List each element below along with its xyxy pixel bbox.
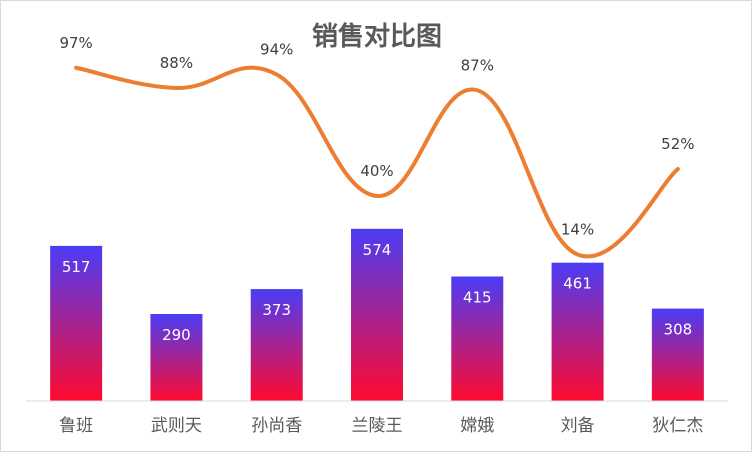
bar-2 bbox=[150, 314, 203, 401]
line-value-label-5: 87% bbox=[461, 56, 494, 74]
category-label-5: 嫦娥 bbox=[460, 416, 494, 436]
line-value-label-2: 88% bbox=[160, 54, 193, 72]
bar-value-label-4: 574 bbox=[363, 241, 392, 259]
chart-title: 销售对比图 bbox=[312, 21, 442, 52]
bar-6 bbox=[551, 262, 604, 401]
line-value-label-7: 52% bbox=[661, 135, 694, 153]
bar-value-label-5: 415 bbox=[463, 289, 492, 307]
bar-1 bbox=[50, 245, 103, 401]
percentage-line bbox=[74, 65, 680, 259]
category-label-7: 狄仁杰 bbox=[652, 416, 703, 436]
line-value-label-4: 40% bbox=[360, 162, 393, 180]
bar-7 bbox=[651, 308, 704, 401]
bar-value-label-1: 517 bbox=[62, 258, 91, 276]
category-label-2: 武则天 bbox=[151, 416, 202, 436]
bar-value-label-3: 373 bbox=[262, 301, 291, 319]
bar-value-label-7: 308 bbox=[664, 321, 693, 339]
category-labels: 鲁班 武则天 孙尚香 兰陵王 嫦娥 刘备 狄仁杰 bbox=[59, 416, 703, 436]
line-value-label-6: 14% bbox=[561, 221, 594, 239]
line-value-label-3: 94% bbox=[260, 41, 293, 59]
bar-4 bbox=[351, 228, 403, 401]
category-label-4: 兰陵王 bbox=[352, 416, 403, 436]
bar-value-label-2: 290 bbox=[162, 326, 191, 344]
category-label-6: 刘备 bbox=[561, 416, 595, 436]
line-layer: 97% 88% 94% 40% 87% 14% 52% bbox=[59, 34, 695, 259]
category-label-3: 孙尚香 bbox=[251, 416, 302, 436]
category-label-1: 鲁班 bbox=[59, 416, 93, 436]
bars-layer: 517 290 373 574 415 461 308 bbox=[50, 228, 704, 401]
bar-value-label-6: 461 bbox=[563, 275, 592, 293]
line-value-label-1: 97% bbox=[59, 34, 92, 52]
bar-5 bbox=[451, 276, 504, 401]
bar-3 bbox=[250, 289, 303, 401]
